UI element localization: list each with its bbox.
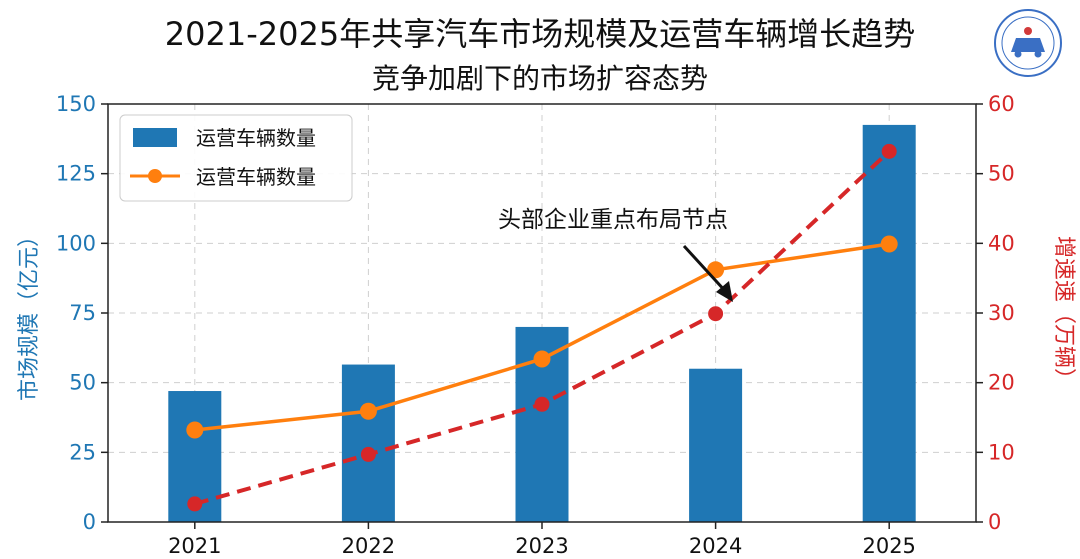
- bar: [689, 368, 743, 522]
- annotation-arrow: [682, 244, 729, 295]
- line-point: [533, 350, 551, 368]
- dashed-line-point: [187, 496, 203, 512]
- line-point: [359, 402, 377, 420]
- right-tick-label: 10: [988, 440, 1015, 464]
- left-tick-label: 25: [69, 440, 96, 464]
- right-tick-label: 60: [988, 92, 1015, 116]
- right-axis-ticks: 0 10 20 30 40 50 60: [976, 92, 1015, 534]
- logo: [994, 9, 1062, 77]
- x-tick-label: 2022: [342, 534, 395, 558]
- x-tick-label: 2025: [862, 534, 915, 558]
- annotation-arrowhead: [716, 281, 733, 302]
- line-point: [186, 421, 204, 439]
- dashed-line-point: [881, 143, 897, 159]
- chart-title: 2021-2025年共享汽车市场规模及运营车辆增长趋势: [165, 15, 915, 53]
- chart-subtitle: 竞争加剧下的市场扩容态势: [372, 62, 708, 95]
- legend-line-label: 运营车辆数量: [196, 165, 316, 189]
- dashed-line-point: [360, 446, 376, 462]
- dashed-series: [187, 143, 897, 512]
- x-axis-ticks: 2021 2022 2023 2024 2025: [168, 522, 916, 558]
- right-tick-label: 50: [988, 162, 1015, 186]
- left-axis-label: 市场规模（亿元）: [17, 225, 42, 401]
- dashed-line-point: [534, 396, 550, 412]
- dashed-line-point: [708, 306, 724, 322]
- annotation-text: 头部企业重点布局节点: [498, 207, 728, 233]
- legend-line-marker: [148, 169, 162, 183]
- left-axis-ticks: 0 25 50 75 100 125 150: [56, 92, 108, 534]
- bar: [862, 124, 916, 523]
- right-tick-label: 0: [988, 510, 1001, 534]
- x-tick-label: 2024: [689, 534, 742, 558]
- left-tick-label: 125: [56, 162, 96, 186]
- right-tick-label: 40: [988, 231, 1015, 255]
- x-tick-label: 2023: [515, 534, 568, 558]
- line-series: [186, 235, 898, 439]
- left-tick-label: 0: [83, 510, 96, 534]
- legend-bar-swatch: [133, 128, 177, 147]
- left-tick-label: 100: [56, 231, 96, 255]
- right-tick-label: 20: [988, 371, 1015, 395]
- right-axis-label: 增速速（万辆）: [1051, 236, 1076, 390]
- x-tick-label: 2021: [168, 534, 221, 558]
- left-tick-label: 50: [69, 371, 96, 395]
- bar: [341, 364, 395, 522]
- line-point: [880, 235, 898, 253]
- bar-series: [168, 124, 916, 523]
- annotation: 头部企业重点布局节点: [498, 207, 733, 302]
- left-tick-label: 75: [69, 301, 96, 325]
- legend-bar-label: 运营车辆数量: [196, 126, 316, 150]
- left-tick-label: 150: [56, 92, 96, 116]
- legend: 运营车辆数量 运营车辆数量: [119, 114, 353, 202]
- right-tick-label: 30: [988, 301, 1015, 325]
